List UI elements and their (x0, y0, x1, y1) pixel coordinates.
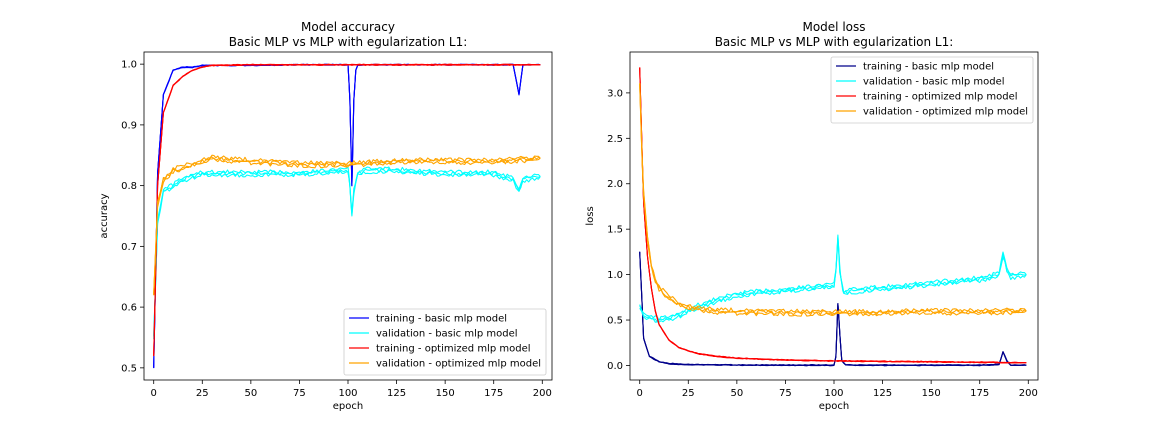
legend-label: validation - optimized mlp model (863, 107, 1028, 118)
x-tick-label: 100 (338, 388, 357, 399)
legend-label: validation - optimized mlp model (376, 359, 541, 370)
chart-panel-2: 0 25 50 75 100 125 150 175 200 0.0 0.5 1.0 1.5 2.0 2.5… (585, 20, 1039, 412)
y-tick-label: 0.0 (607, 361, 623, 372)
series-line-2-run-3 (153, 169, 541, 340)
x-tick-label: 0 (151, 388, 157, 399)
y-tick-label: 2.5 (607, 134, 623, 145)
legend-label: validation - basic mlp model (863, 77, 1005, 88)
x-tick-label: 200 (533, 388, 552, 399)
legend-label: training - basic mlp model (376, 314, 507, 325)
chart-title: Model loss (802, 20, 865, 34)
x-axis-label: epoch (819, 401, 849, 412)
x-tick-label: 50 (730, 388, 743, 399)
x-tick-label: 50 (244, 388, 257, 399)
y-tick-label: 1.0 (607, 270, 623, 281)
legend-label: training - optimized mlp model (376, 344, 531, 355)
legend-label: training - optimized mlp model (863, 92, 1018, 103)
legend-label: training - basic mlp model (863, 62, 994, 73)
x-tick-label: 100 (824, 388, 843, 399)
y-tick-label: 0.5 (121, 363, 137, 374)
y-tick-label: 0.9 (121, 120, 137, 131)
chart-title: Model accuracy (301, 20, 395, 34)
x-tick-label: 175 (970, 388, 989, 399)
x-tick-label: 175 (484, 388, 503, 399)
x-tick-label: 25 (682, 388, 695, 399)
y-tick-label: 0.5 (607, 316, 623, 327)
x-tick-label: 150 (436, 388, 455, 399)
x-tick-label: 75 (779, 388, 792, 399)
x-tick-label: 150 (922, 388, 941, 399)
y-tick-label: 3.0 (607, 88, 623, 99)
legend-box (830, 56, 1034, 124)
y-tick-label: 2.0 (607, 179, 623, 190)
chart-subtitle: Basic MLP vs MLP with egularization L1: (715, 35, 954, 49)
y-tick-label: 1.5 (607, 225, 623, 236)
series-line-3-run-3 (639, 67, 1027, 364)
y-tick-label: 0.6 (121, 303, 137, 314)
x-tick-label: 125 (387, 388, 406, 399)
series-line-2-run-3 (639, 237, 1027, 323)
series-line-4-run-3 (639, 83, 1027, 317)
y-tick-label: 0.8 (121, 181, 137, 192)
series-lines (639, 67, 1027, 367)
chart-panel-1: 0 25 50 75 100 125 150 175 200 0.5 0.6 0.7 0.8 0.9 1.0… (99, 20, 553, 412)
x-tick-label: 75 (293, 388, 306, 399)
series-line-4-run-2 (153, 154, 541, 295)
legend: training - basic mlp model validation - b… (830, 56, 1034, 124)
x-tick-label: 125 (873, 388, 892, 399)
series-line-3-run-3 (153, 64, 541, 357)
series-line-4-run-1 (153, 156, 541, 296)
x-tick-label: 200 (1019, 388, 1038, 399)
y-tick-label: 1.0 (121, 60, 137, 71)
series-line-4-run-3 (153, 157, 541, 296)
x-tick-label: 0 (637, 388, 643, 399)
legend: training - basic mlp model validation - b… (343, 308, 547, 376)
x-tick-label: 25 (196, 388, 209, 399)
chart-subtitle: Basic MLP vs MLP with egularization L1: (229, 35, 468, 49)
legend-box (343, 308, 547, 376)
y-tick-label: 0.7 (121, 242, 137, 253)
y-axis-label: loss (585, 206, 596, 225)
legend-label: validation - basic mlp model (376, 329, 518, 340)
series-line-4-run-2 (639, 82, 1027, 314)
series-lines (153, 63, 541, 369)
x-axis-label: epoch (333, 401, 363, 412)
y-axis-label: accuracy (99, 193, 110, 238)
series-line-1-run-3 (639, 252, 1027, 367)
